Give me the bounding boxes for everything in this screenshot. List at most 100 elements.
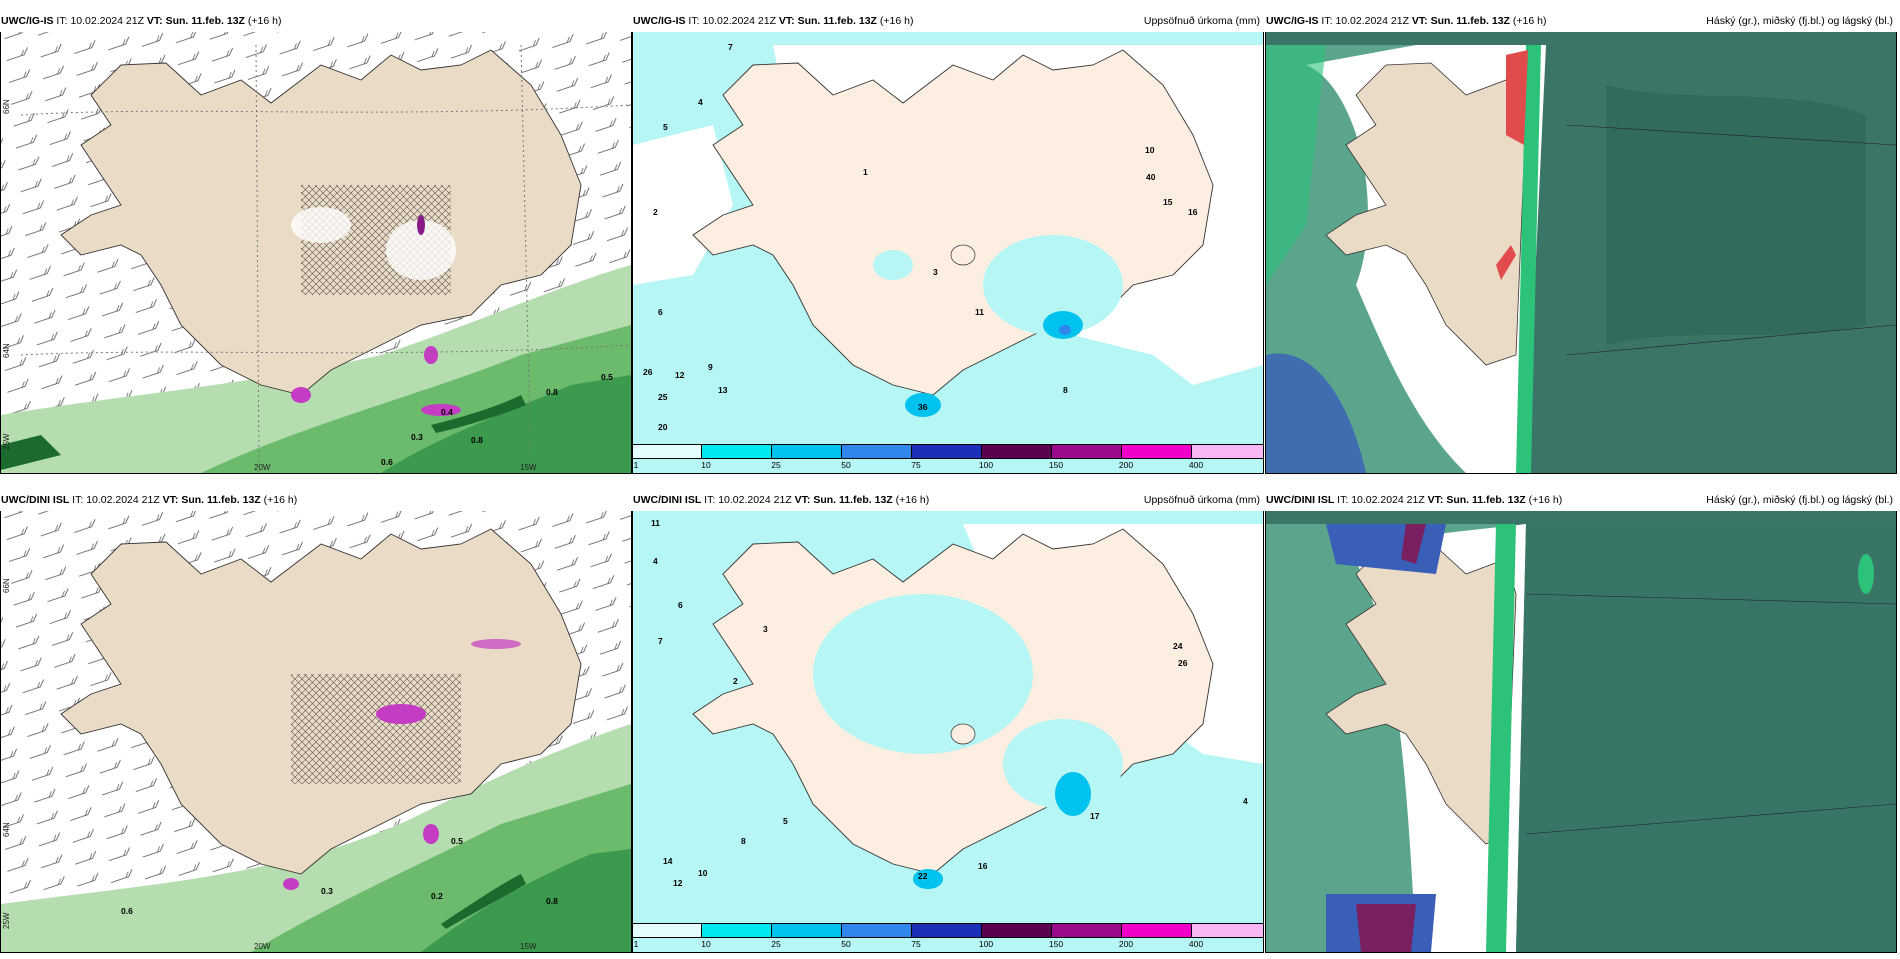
map-wind-dini[interactable]: 0.6 0.3 0.2 0.8 0.5 [0,503,632,953]
colorbar-segment [772,923,842,938]
colorbar-tick: 400 [1188,939,1204,949]
init-time: 10.02.2024 21Z [718,494,792,506]
map-clouds-ig-is[interactable] [1265,24,1897,474]
colorbar-segment [912,923,982,938]
map-precip-ig-is[interactable]: 7 4 5 2 3 1 6 9 12 13 26 25 20 36 40 10 … [632,24,1264,474]
svg-text:6: 6 [658,307,663,317]
svg-text:10: 10 [698,868,708,878]
lead-time: (+16 h) [1512,15,1547,27]
colorbar-segment [1122,444,1192,459]
lead-time: (+16 h) [247,15,282,27]
panel-title: Uppsöfnuð úrkoma (mm) [1143,494,1260,506]
svg-text:20: 20 [658,422,668,432]
svg-text:3: 3 [763,624,768,634]
colorbar-tick: 200 [1118,939,1134,949]
contour-label: 0.4 [441,407,453,417]
svg-text:10: 10 [1145,145,1155,155]
precip-colorbar: 1 10 25 50 75 100 150 200 400 [632,923,1264,949]
model-name: UWC/DINI ISL [633,494,702,506]
svg-text:0.5: 0.5 [451,836,463,846]
lon-label: 25W [2,912,11,929]
svg-text:4: 4 [698,97,703,107]
colorbar-segment [772,444,842,459]
svg-text:2: 2 [733,676,738,686]
svg-text:22: 22 [918,871,928,881]
panel-wind-ig-is: 0.4 0.3 0.6 0.8 0.5 0.8 UWC/IG-IS IT: 10… [0,10,632,480]
colorbar-segment [632,444,702,459]
precip-colorbar: 1 10 25 50 75 100 150 200 400 [632,444,1264,470]
lead-time: (+16 h) [895,494,930,506]
contour-label: 0.6 [381,457,393,467]
wind-map-svg: 0.6 0.3 0.2 0.8 0.5 [1,504,631,952]
init-time: 10.02.2024 21Z [1335,15,1409,27]
model-name: UWC/DINI ISL [1266,494,1335,506]
map-precip-dini[interactable]: 11 4 7 6 2 3 5 8 10 12 14 16 22 24 26 4 … [632,503,1264,953]
svg-text:12: 12 [675,370,685,380]
contour-label: 0.5 [601,372,613,382]
svg-text:24: 24 [1173,641,1183,651]
colorbar-tick: 200 [1118,460,1134,470]
svg-text:0.3: 0.3 [321,886,333,896]
lat-label: 64N [2,343,11,358]
svg-text:4: 4 [653,556,658,566]
panel-title: Háský (gr.), miðský (fj.bl.) og lágský (… [1706,494,1893,506]
svg-text:40: 40 [1146,172,1156,182]
wind-map-svg: 0.4 0.3 0.6 0.8 0.5 0.8 [1,25,631,473]
svg-text:25: 25 [658,392,668,402]
colorbar-segment [1052,923,1122,938]
colorbar-tick: 150 [1048,460,1064,470]
lead-time: (+16 h) [879,15,914,27]
colorbar-tick: 100 [978,460,994,470]
colorbar-tick: 25 [771,939,781,949]
svg-text:11: 11 [651,518,660,528]
colorbar-tick: 50 [841,939,851,949]
lat-label: 64N [2,822,11,837]
svg-text:13: 13 [718,385,728,395]
precip-map-svg: 7 4 5 2 3 1 6 9 12 13 26 25 20 36 40 10 … [633,25,1263,473]
svg-text:16: 16 [1188,207,1198,217]
colorbar-tick: 1 [633,939,639,949]
colorbar-segment [912,444,982,459]
model-name: UWC/IG-IS [1266,15,1319,27]
svg-text:17: 17 [1090,811,1100,821]
colorbar-segment [842,444,912,459]
panel-wind-dini: 0.6 0.3 0.2 0.8 0.5 UWC/DINI ISL IT: 10.… [0,489,632,959]
init-time: 10.02.2024 21Z [86,494,160,506]
map-wind-ig-is[interactable]: 0.4 0.3 0.6 0.8 0.5 0.8 [0,24,632,474]
svg-text:5: 5 [663,122,668,132]
lon-label: 20W [254,942,271,951]
init-time: 10.02.2024 21Z [70,15,144,27]
valid-time: Sun. 11.feb. 13Z [797,15,877,27]
colorbar-segment [982,444,1052,459]
svg-text:2: 2 [653,207,658,217]
contour-label: 0.8 [471,435,483,445]
contour-label: 0.8 [546,387,558,397]
panel-header: UWC/DINI ISL IT: 10.02.2024 21Z VT: Sun.… [632,489,1264,511]
colorbar-tick: 150 [1048,939,1064,949]
svg-text:7: 7 [728,42,733,52]
model-name: UWC/IG-IS [1,15,54,27]
panel-precip-dini: 11 4 7 6 2 3 5 8 10 12 14 16 22 24 26 4 … [632,489,1264,959]
svg-text:3: 3 [933,267,938,277]
svg-text:16: 16 [978,861,988,871]
colorbar-tick: 25 [771,460,781,470]
valid-time: Sun. 11.feb. 13Z [813,494,893,506]
svg-text:15: 15 [1163,197,1173,207]
valid-time: Sun. 11.feb. 13Z [165,15,245,27]
panel-clouds-dini: UWC/DINI ISL IT: 10.02.2024 21Z VT: Sun.… [1265,489,1897,959]
colorbar-tick: 75 [911,460,921,470]
map-clouds-dini[interactable] [1265,503,1897,953]
cloud-map-svg [1266,504,1896,952]
panel-clouds-ig-is: UWC/IG-IS IT: 10.02.2024 21Z VT: Sun. 11… [1265,10,1897,480]
svg-text:0.8: 0.8 [546,896,558,906]
panel-header: UWC/IG-IS IT: 10.02.2024 21Z VT: Sun. 11… [1265,10,1897,32]
init-time: 10.02.2024 21Z [702,15,776,27]
colorbar-tick: 10 [701,939,711,949]
panel-header: UWC/DINI ISL IT: 10.02.2024 21Z VT: Sun.… [0,489,632,511]
svg-text:9: 9 [708,362,713,372]
lon-label: 15W [520,463,537,472]
colorbar-tick: 10 [701,460,711,470]
colorbar-tick: 1 [633,460,639,470]
model-name: UWC/IG-IS [633,15,686,27]
svg-text:0.6: 0.6 [121,906,133,916]
